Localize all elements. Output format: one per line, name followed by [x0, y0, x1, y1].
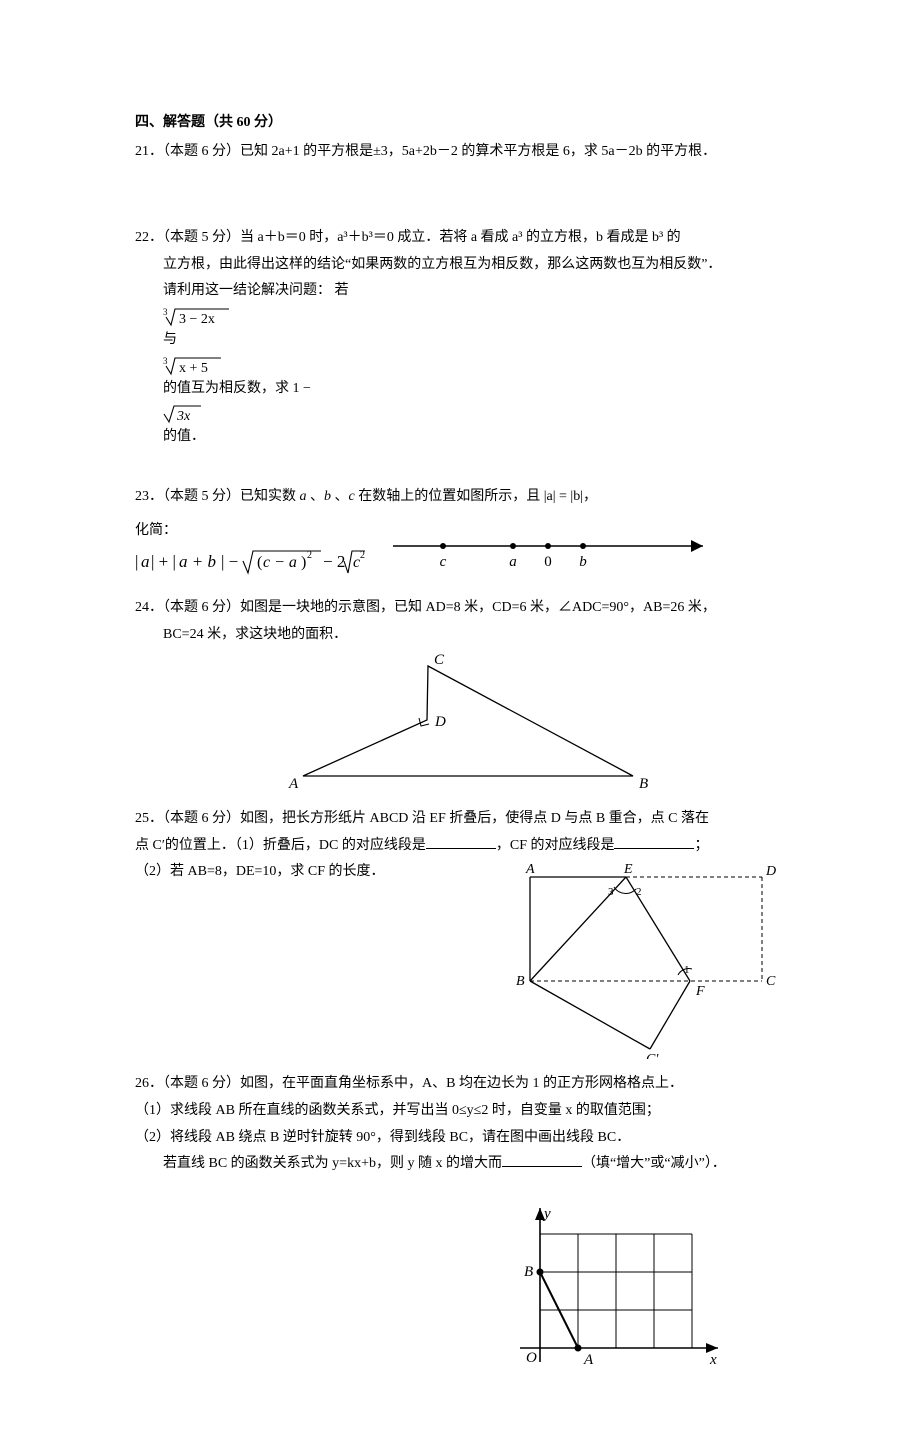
q22-l3a: 请利用这一结论解决问题： 若 [163, 283, 349, 298]
q22-cbrt2-icon: 3 x + 5 [163, 354, 223, 376]
q22-l3c: 的值互为相反数，求 [163, 381, 293, 396]
q26-blank[interactable] [502, 1152, 582, 1167]
question-24: 24．（本题 6 分）如图是一块地的示意图，已知 AD=8 米，CD=6 米，∠… [135, 595, 790, 794]
q25-line1: 25．（本题 6 分）如图，把长方形纸片 ABCD 沿 EF 折叠后，使得点 D… [135, 806, 790, 833]
question-22: 22．（本题 5 分）当 a＋b＝0 时，a³＋b³＝0 成立．若将 a 看成 … [135, 225, 790, 451]
section-header: 四、解答题（共 60 分） [135, 110, 790, 137]
q23-line1: 23．（本题 5 分）已知实数 a 、b 、c 在数轴上的位置如图所示，且 |a… [135, 484, 790, 511]
q22-rad3: 3x [176, 409, 191, 424]
svg-text:a: a [141, 552, 150, 571]
q26-figure: B A Oy x [490, 1178, 750, 1378]
q23-l1b: 、 [307, 489, 325, 504]
svg-text:a + b: a + b [179, 552, 216, 571]
q22-l3b: 与 [163, 332, 177, 347]
q26-l4a: 若直线 BC 的函数关系式为 y=kx+b，则 y 随 x 的增大而 [163, 1156, 502, 1171]
svg-text:x: x [709, 1352, 717, 1368]
svg-text:O: O [526, 1350, 537, 1366]
q25-line2: 点 C′的位置上．（1）折叠后，DC 的对应线段是 ，CF 的对应线段是 ； [135, 833, 790, 860]
svg-text:E: E [623, 862, 633, 877]
q23-simplify: 化简： | a | + | a + b | − ( c − a ) 2 − 2 … [135, 518, 365, 579]
q23-numberline: c a 0 b [383, 526, 723, 572]
q26-line3: （2）将线段 AB 绕点 B 逆时针旋转 90°，得到线段 BC，请在图中画出线… [135, 1125, 790, 1152]
q24-line2: BC=24 米，求这块地的面积． [135, 622, 790, 649]
svg-text:F: F [695, 984, 705, 999]
svg-text:| −: | − [221, 552, 238, 571]
svg-text:C: C [434, 654, 445, 668]
svg-text:D: D [765, 864, 776, 879]
svg-text:A: A [583, 1352, 594, 1368]
q25-figure: A E D B F C C' 3 2 1 [500, 859, 790, 1059]
q25-l2c: ； [694, 838, 708, 853]
q23-l1a: 23．（本题 5 分）已知实数 [135, 489, 300, 504]
q21-text: 21．（本题 6 分）已知 2a+1 的平方根是±3，5a+2b－2 的算术平方… [135, 139, 790, 166]
svg-text:A: A [288, 776, 299, 792]
question-23: 23．（本题 5 分）已知实数 a 、b 、c 在数轴上的位置如图所示，且 |a… [135, 484, 790, 579]
q22-sqrt3-icon: 3x [163, 402, 203, 424]
svg-text:): ) [301, 554, 306, 571]
q22-l3d: 的值． [163, 429, 205, 444]
q23-a: a [300, 489, 307, 504]
q25-l2b: ，CF 的对应线段是 [496, 838, 615, 853]
svg-text:| + |: | + | [151, 552, 176, 571]
question-26: 26．（本题 6 分）如图，在平面直角坐标系中，A、B 均在边长为 1 的正方形… [135, 1071, 790, 1377]
svg-text:|: | [135, 552, 138, 571]
svg-text:(: ( [257, 554, 262, 571]
q23-l1e: ， [583, 489, 597, 504]
question-25: 25．（本题 6 分）如图，把长方形纸片 ABCD 沿 EF 折叠后，使得点 D… [135, 806, 790, 1059]
q23-l1c: 、 [331, 489, 349, 504]
svg-text:D: D [434, 714, 446, 730]
svg-text:B: B [524, 1264, 533, 1280]
svg-text:0: 0 [544, 554, 552, 570]
q26-line2: （1）求线段 AB 所在直线的函数关系式，并写出当 0≤y≤2 时，自变量 x … [135, 1098, 790, 1125]
q22-line1: 22．（本题 5 分）当 a＋b＝0 时，a³＋b³＝0 成立．若将 a 看成 … [135, 225, 790, 252]
svg-text:3: 3 [608, 886, 614, 898]
q22-cbrt1-icon: 3 3 − 2x [163, 305, 231, 327]
svg-text:C': C' [646, 1052, 659, 1059]
svg-text:B: B [516, 974, 525, 989]
q22-rad1: 3 − 2x [179, 312, 215, 327]
svg-text:c: c [440, 554, 447, 570]
svg-text:− 2: − 2 [323, 552, 345, 571]
question-21: 21．（本题 6 分）已知 2a+1 的平方根是±3，5a+2b－2 的算术平方… [135, 139, 790, 166]
q25-l2a: 点 C′的位置上．（1）折叠后，DC 的对应线段是 [135, 838, 426, 853]
q23-b: b [324, 489, 331, 504]
svg-text:y: y [542, 1206, 551, 1222]
q22-expr3-pre: 1 − [293, 381, 311, 396]
q22-rad2: x + 5 [179, 361, 208, 376]
q23-expr-icon: | a | + | a + b | − ( c − a ) 2 − 2 c 2 … [135, 545, 365, 579]
q25-blank2[interactable] [614, 834, 694, 849]
q24-line1: 24．（本题 6 分）如图是一块地的示意图，已知 AD=8 米，CD=6 米，∠… [135, 595, 790, 622]
q22-line3: 请利用这一结论解决问题： 若 3 3 − 2x 与 3 x + 5 的值互为相反… [135, 278, 790, 450]
svg-text:b: b [579, 554, 587, 570]
svg-text:B: B [639, 776, 648, 792]
svg-text:3: 3 [163, 307, 168, 317]
q26-line1: 26．（本题 6 分）如图，在平面直角坐标系中，A、B 均在边长为 1 的正方形… [135, 1071, 790, 1098]
q24-figure: A B C D [263, 654, 663, 794]
svg-text:3: 3 [163, 356, 168, 366]
svg-text:2: 2 [636, 886, 642, 898]
q26-l4b: （填“增大”或“减小”）． [582, 1156, 726, 1171]
svg-text:1: 1 [684, 964, 690, 976]
q23-simplify-label: 化简： [135, 523, 177, 538]
q23-abseq: |a| = |b| [544, 489, 583, 504]
svg-text:a: a [509, 554, 517, 570]
svg-text:2: 2 [360, 550, 365, 561]
q26-line4: 若直线 BC 的函数关系式为 y=kx+b，则 y 随 x 的增大而 （填“增大”… [135, 1151, 790, 1178]
svg-text:A: A [525, 862, 535, 877]
svg-text:c − a: c − a [263, 554, 297, 571]
q25-blank1[interactable] [426, 834, 496, 849]
svg-text:C: C [766, 974, 776, 989]
q23-l1d: 在数轴上的位置如图所示，且 [355, 489, 544, 504]
svg-text:2: 2 [307, 550, 312, 561]
q22-line2: 立方根，由此得出这样的结论“如果两数的立方根互为相反数，那么这两数也互为相反数”… [135, 252, 790, 279]
